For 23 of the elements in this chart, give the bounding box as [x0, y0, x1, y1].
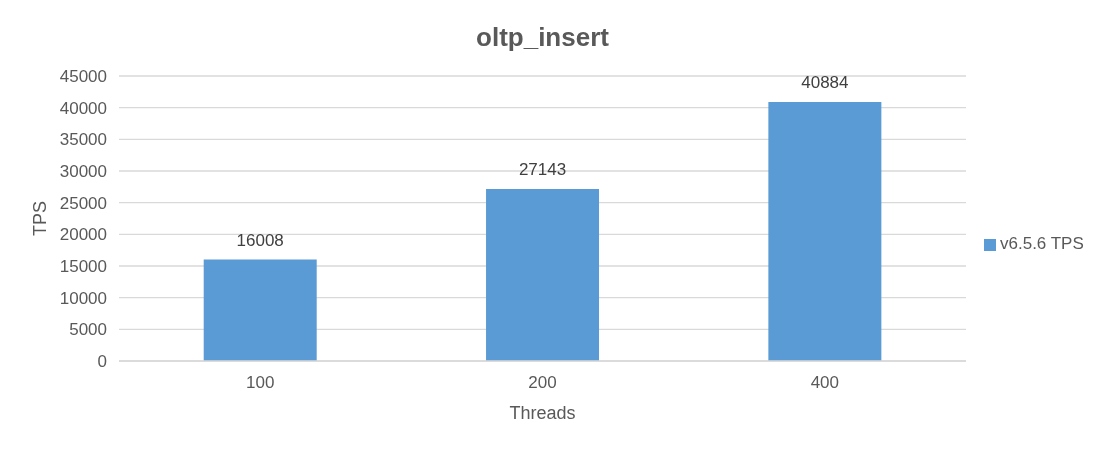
y-tick-label: 0: [97, 352, 107, 372]
y-tick-label: 20000: [59, 225, 107, 245]
y-tick-label: 40000: [59, 98, 107, 118]
y-tick-label: 5000: [69, 320, 107, 340]
y-tick-label: 25000: [59, 193, 107, 213]
y-tick-label: 30000: [59, 162, 107, 182]
x-axis-title: Threads: [509, 403, 576, 423]
bar: [203, 259, 317, 361]
x-tick-label: 100: [245, 373, 275, 393]
legend-label: v6.5.6 TPS: [1000, 234, 1084, 253]
bar: [768, 102, 882, 361]
x-tick-label: 200: [528, 373, 557, 393]
data-label: 40884: [801, 73, 849, 93]
chart-title: oltp_insert: [475, 22, 610, 52]
y-tick-label: 35000: [59, 130, 107, 150]
y-axis-title: TPS: [30, 200, 50, 237]
x-tick-label: 400: [810, 373, 840, 393]
bar: [486, 189, 600, 361]
data-label: 27143: [518, 160, 567, 180]
y-tick-label: 45000: [59, 67, 107, 87]
y-tick-label: 10000: [59, 288, 107, 308]
data-label: 16008: [236, 230, 284, 250]
y-tick-label: 15000: [59, 257, 107, 277]
